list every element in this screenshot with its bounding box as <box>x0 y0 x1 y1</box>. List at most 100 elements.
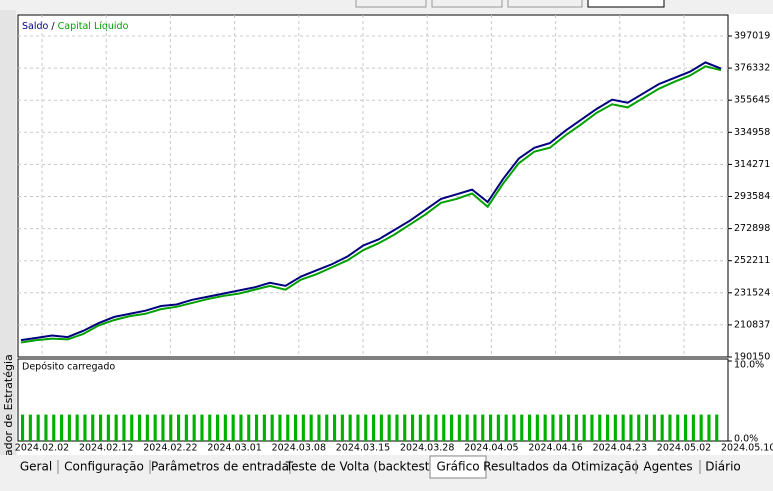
bar <box>169 414 173 441</box>
bar <box>621 414 625 441</box>
bar <box>512 414 516 441</box>
bar <box>543 414 547 441</box>
bar <box>231 414 235 441</box>
bar <box>403 414 407 441</box>
bar <box>60 414 64 441</box>
y-tick-label: 252211 <box>734 255 770 266</box>
bar <box>574 414 578 441</box>
bar <box>551 414 555 441</box>
chart-window-tab[interactable] <box>507 0 583 8</box>
bar <box>114 414 118 441</box>
bar <box>535 414 539 441</box>
bar <box>200 414 204 441</box>
bar <box>481 414 485 441</box>
bar <box>489 414 493 441</box>
tab[interactable]: Configuração <box>64 460 144 474</box>
bar <box>247 414 251 441</box>
x-tick-label: 2024.04.16 <box>528 443 582 454</box>
bar <box>457 414 461 441</box>
y-tick-label: 397019 <box>734 30 770 41</box>
y-tick-label: 314271 <box>734 159 770 170</box>
tab[interactable]: Geral <box>20 460 52 474</box>
bar <box>36 414 40 441</box>
bar <box>340 414 344 441</box>
bar <box>411 414 415 441</box>
bar <box>426 414 430 441</box>
y-tick-label: 0.0% <box>734 434 758 445</box>
bar <box>301 414 305 441</box>
tab[interactable]: Gráfico <box>436 460 479 474</box>
bar <box>465 414 469 441</box>
chart-window-tab[interactable] <box>587 0 665 8</box>
bar <box>270 414 274 441</box>
side-panel <box>0 10 16 455</box>
series-line <box>20 65 722 344</box>
x-tick-label: 2024.02.12 <box>79 443 133 454</box>
bar <box>582 414 586 441</box>
bar <box>99 414 103 441</box>
x-tick-label: 2024.03.28 <box>400 443 454 454</box>
bar <box>691 414 695 441</box>
bar <box>629 414 633 441</box>
bar <box>278 414 282 441</box>
x-tick-label: 2024.04.05 <box>464 443 518 454</box>
y-tick-label: 190150 <box>734 352 770 363</box>
chart-window-tab[interactable] <box>431 0 503 8</box>
bar <box>309 414 313 441</box>
tab-active-bg <box>429 455 487 479</box>
bar <box>520 414 524 441</box>
bar <box>184 414 188 441</box>
y-tick-label: 231524 <box>734 287 770 298</box>
bar <box>21 414 25 441</box>
bar <box>637 414 641 441</box>
bar <box>699 414 703 441</box>
bar <box>122 414 126 441</box>
bar <box>52 414 56 441</box>
bar <box>676 414 680 441</box>
x-tick-label: 2024.03.08 <box>272 443 326 454</box>
bar <box>590 414 594 441</box>
chart-window-tab[interactable] <box>355 0 427 8</box>
bar <box>255 414 259 441</box>
bar <box>496 414 500 441</box>
bar <box>652 414 656 441</box>
bar <box>715 414 719 441</box>
bar <box>567 414 571 441</box>
bar <box>286 414 290 441</box>
bar <box>91 414 95 441</box>
bar <box>613 414 617 441</box>
sub-chart-title: Depósito carregado <box>22 362 115 373</box>
y-tick-label: 376332 <box>734 63 770 74</box>
x-tick-label: 2024.02.22 <box>143 443 197 454</box>
bar <box>130 414 134 441</box>
bar <box>418 414 422 441</box>
main-plot <box>17 14 729 358</box>
bar <box>606 414 610 441</box>
y-tick-label: 272898 <box>734 223 770 234</box>
legend-entry: Capital Líquido <box>58 21 129 32</box>
tab[interactable]: Resultados da Otimização <box>483 460 639 474</box>
tab[interactable]: Agentes <box>643 460 692 474</box>
x-tick-label: 2024.02.02 <box>15 443 69 454</box>
bar <box>684 414 688 441</box>
bar <box>223 414 227 441</box>
y-tick-label: 334958 <box>734 127 770 138</box>
bar <box>153 414 157 441</box>
x-tick-label: 2024.04.23 <box>593 443 647 454</box>
bar <box>645 414 649 441</box>
tab[interactable]: Parâmetros de entrada <box>151 460 289 474</box>
bar <box>294 414 298 441</box>
bar <box>450 414 454 441</box>
bar <box>325 414 329 441</box>
bar <box>559 414 563 441</box>
bar <box>598 414 602 441</box>
tab[interactable]: Teste de Volta (backtest) <box>285 460 434 474</box>
bar <box>372 414 376 441</box>
bar <box>145 414 149 441</box>
bar <box>348 414 352 441</box>
tab[interactable]: Diário <box>705 460 741 474</box>
bar <box>317 414 321 441</box>
bar <box>44 414 48 441</box>
